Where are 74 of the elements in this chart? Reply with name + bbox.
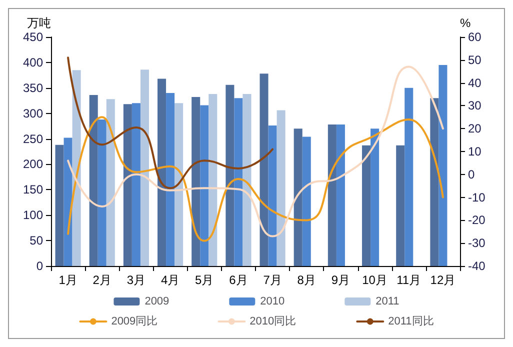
- bar: [98, 119, 106, 266]
- y2-tick-label: 60: [468, 30, 482, 44]
- y2-tick-label: 20: [468, 122, 482, 136]
- x-tick-label: 5月: [195, 273, 214, 287]
- bar: [260, 74, 268, 266]
- x-tick-label: 3月: [126, 273, 146, 287]
- y-tick-label: 50: [30, 234, 44, 248]
- legend-label: 2009: [144, 296, 170, 308]
- x-tick-label: 7月: [263, 273, 282, 287]
- y2-axis-title: %: [460, 16, 471, 30]
- bar: [430, 98, 439, 266]
- y2-tick-label: 0: [468, 167, 475, 182]
- bar: [438, 64, 448, 266]
- legend-label: 2011: [376, 296, 400, 308]
- y-tick-label: 250: [22, 132, 44, 146]
- bar: [55, 144, 64, 266]
- x-tick-label: 2月: [92, 273, 112, 287]
- bar: [64, 138, 72, 266]
- bar: [242, 94, 252, 266]
- bar: [208, 94, 218, 266]
- bar: [328, 124, 336, 266]
- x-tick-label: 1月: [58, 273, 78, 287]
- bar: [192, 97, 200, 266]
- y-tick-label: 350: [22, 80, 44, 95]
- bar: [200, 105, 209, 266]
- bar: [362, 145, 371, 266]
- y-tick-label: 150: [22, 182, 44, 197]
- bar: [294, 128, 302, 266]
- line-series: [67, 116, 444, 242]
- y-tick-label: 450: [22, 30, 44, 44]
- y-tick-label: 100: [22, 208, 44, 222]
- y-tick-label: 400: [22, 55, 44, 70]
- x-tick-label: 4月: [160, 273, 180, 287]
- y-tick-label: 0: [36, 259, 44, 273]
- y2-tick-label: -40: [468, 259, 486, 273]
- bar: [226, 84, 234, 266]
- line-series: [67, 56, 274, 190]
- y2-tick-label: -20: [468, 213, 486, 228]
- bar: [158, 78, 166, 266]
- y2-tick-label: 10: [468, 144, 482, 158]
- legend-label: 2010同比: [250, 314, 296, 328]
- legend-label: 2010: [260, 296, 285, 308]
- x-tick-label: 6月: [229, 273, 248, 287]
- bar: [132, 103, 140, 266]
- x-tick-label: 10月: [362, 273, 388, 287]
- bar: [370, 128, 380, 266]
- y2-tick-label: 40: [468, 76, 482, 90]
- y-tick-label: 200: [22, 157, 44, 172]
- y2-tick-label: 50: [468, 52, 482, 67]
- y-axis-title: 万吨: [27, 16, 51, 30]
- bar: [89, 95, 98, 266]
- bar: [302, 136, 311, 266]
- bar: [336, 124, 345, 266]
- bar: [276, 110, 286, 266]
- bar: [140, 70, 149, 266]
- y2-tick-label: -30: [468, 236, 486, 250]
- bar: [106, 99, 115, 266]
- bar: [234, 98, 243, 266]
- line-series: [67, 66, 444, 238]
- x-tick-label: 12月: [430, 273, 456, 287]
- legend-label: 2011同比: [388, 314, 434, 328]
- x-tick-label: 11月: [396, 273, 422, 287]
- bar: [396, 145, 405, 266]
- bar: [123, 104, 132, 266]
- bar: [166, 92, 175, 266]
- y-tick-label: 300: [22, 106, 44, 120]
- y2-tick-label: -10: [468, 190, 486, 204]
- bar: [268, 126, 277, 266]
- legend-label: 2009同比: [111, 314, 158, 328]
- y2-tick-label: 30: [468, 98, 482, 113]
- bar: [404, 88, 414, 266]
- x-tick-label: 8月: [297, 273, 316, 287]
- x-tick-label: 9月: [331, 273, 350, 287]
- bar: [174, 103, 184, 266]
